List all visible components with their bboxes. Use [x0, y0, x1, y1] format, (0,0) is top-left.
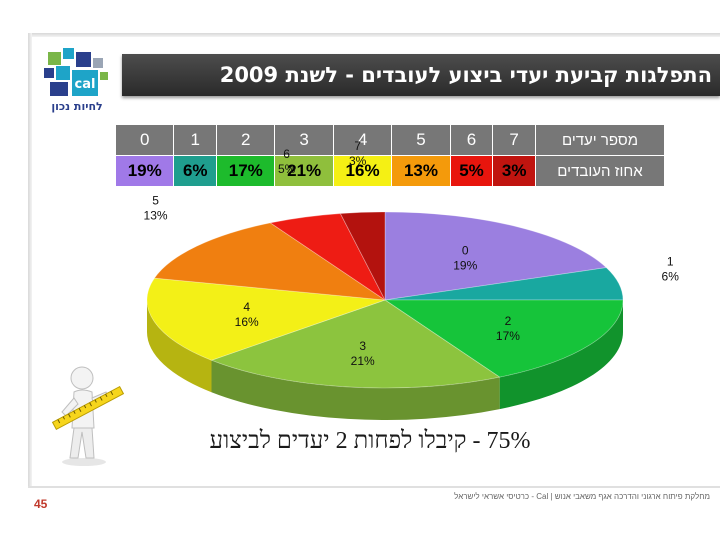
pie-slice-2	[383, 299, 624, 378]
pie-slice-3	[210, 299, 501, 389]
goals-cell: 7	[492, 124, 536, 156]
figure-with-ruler-illustration	[51, 366, 125, 466]
percent-cell: 16%	[332, 155, 393, 187]
pie-slice-4	[146, 277, 386, 361]
slice-value-4: 16%	[235, 315, 259, 329]
goals-cell: 2	[216, 124, 276, 156]
slice-value-7: 3%	[349, 154, 367, 168]
percent-cell: 13%	[391, 155, 451, 187]
percent-cell: 6%	[173, 155, 218, 187]
summary-caption: 75% - קיבלו לפחות 2 יעדים לביצוע	[209, 428, 531, 454]
pie-slice-side-4	[147, 300, 212, 393]
frame-bottom-line	[28, 486, 720, 488]
slice-value-1: 6%	[662, 269, 680, 283]
slice-value-6: 5%	[278, 162, 296, 176]
slice-value-5: 13%	[144, 209, 168, 223]
slice-label-1: 1	[667, 254, 674, 268]
pie-slice-6	[269, 213, 386, 301]
slice-value-0: 19%	[453, 258, 477, 272]
row-label-percent: אחוז העובדים	[535, 155, 665, 187]
goals-cell: 3	[274, 124, 334, 156]
slice-value-3: 21%	[351, 354, 375, 368]
pie-slice-0	[384, 211, 608, 301]
percent-cell: 5%	[449, 155, 494, 187]
percent-cell: 3%	[492, 155, 536, 187]
row-label-goals: מספר יעדים	[535, 124, 665, 156]
cal-logo: cal	[44, 48, 108, 96]
slice-label-6: 6	[283, 147, 290, 161]
slice-value-2: 17%	[496, 329, 520, 343]
frame-left-line	[28, 33, 32, 488]
slice-label-5: 5	[152, 194, 159, 208]
goals-cell: 4	[332, 124, 393, 156]
goals-cell: 0	[114, 124, 175, 156]
pie-slice-5	[153, 222, 386, 301]
slice-label-2: 2	[505, 314, 512, 328]
pie-slice-7	[339, 211, 386, 301]
percent-row: 19% 6% 17% 21% 16% 13% 5% 3% אחוז העובדי…	[114, 155, 665, 187]
slice-label-3: 3	[359, 339, 366, 353]
percent-cell: 21%	[274, 155, 334, 187]
pie-slice-1	[384, 267, 624, 301]
pie-slice-side-2	[499, 300, 623, 410]
percent-cell: 19%	[114, 155, 175, 187]
title-bar: התפלגות קביעת יעדי ביצוע לעובדים - לשנת …	[122, 54, 720, 96]
slice-label-4: 4	[243, 300, 250, 314]
slide-number: 45	[34, 497, 48, 511]
slice-label-0: 0	[462, 243, 469, 257]
footer-credit: מחלקת פיתוח ארגוני והדרכה אגף משאבי אנוש…	[454, 492, 710, 501]
page-title: התפלגות קביעת יעדי ביצוע לעובדים - לשנת …	[219, 63, 712, 87]
goals-cell: 6	[449, 124, 494, 156]
logo-caption: לחיות נכון	[51, 100, 103, 113]
goals-table: 0 1 2 3 4 5 6 7 מספר יעדים 19% 6% 17% 21…	[114, 124, 665, 187]
goals-cell: 5	[391, 124, 451, 156]
goals-cell: 1	[173, 124, 218, 156]
frame-top-line	[28, 33, 720, 37]
goals-row: 0 1 2 3 4 5 6 7 מספר יעדים	[114, 124, 665, 156]
logo-wordmark: cal	[75, 77, 96, 92]
slice-label-7: 7	[354, 139, 361, 153]
percent-cell: 17%	[216, 155, 276, 187]
pie-slice-side-3	[211, 360, 500, 420]
